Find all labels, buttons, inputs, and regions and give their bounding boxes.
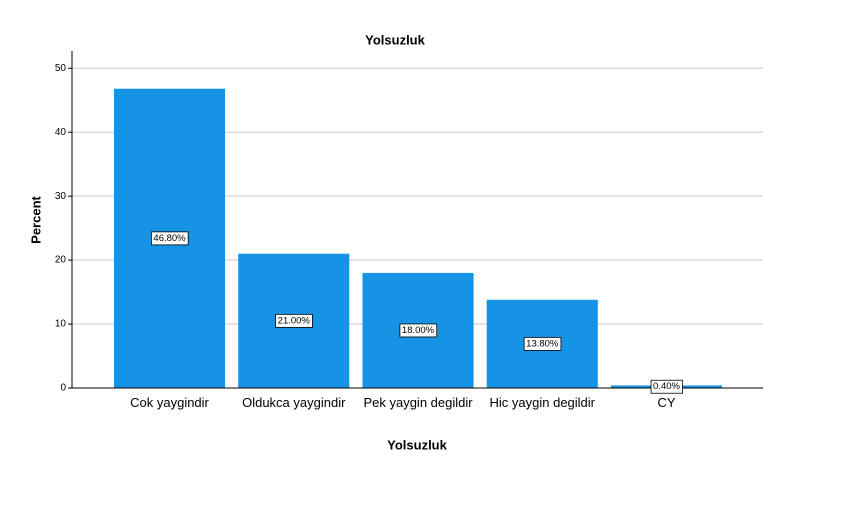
x-axis-title: Yolsuzluk: [387, 437, 447, 452]
y-axis-title: Percent: [28, 195, 43, 243]
x-tick-label: CY: [657, 395, 676, 410]
y-tick-label: 20: [55, 255, 67, 266]
x-tick-label: Cok yaygindir: [130, 395, 209, 410]
value-label-box: [151, 231, 189, 246]
x-tick-label: Hic yaygin degildir: [489, 395, 596, 410]
y-tick-label: 0: [60, 383, 66, 394]
value-label: 18.00%: [402, 325, 435, 336]
y-tick-label: 10: [55, 319, 67, 330]
value-label-box: [275, 313, 313, 328]
value-label: 21.00%: [278, 315, 311, 326]
y-tick-label: 30: [55, 191, 67, 202]
value-label-box: [650, 379, 683, 394]
value-label-box: [523, 336, 562, 351]
x-tick-label: Oldukca yaygindir: [242, 395, 346, 410]
value-label: 13.80%: [526, 338, 559, 349]
chart-title: Yolsuzluk: [365, 32, 425, 47]
y-tick-label: 50: [55, 63, 67, 74]
value-label: 46.80%: [153, 233, 186, 244]
y-tick-label: 40: [55, 127, 67, 138]
value-label-box: [399, 323, 438, 338]
x-tick-label: Pek yaygin degildir: [363, 395, 473, 410]
value-label: 0.40%: [653, 381, 680, 392]
